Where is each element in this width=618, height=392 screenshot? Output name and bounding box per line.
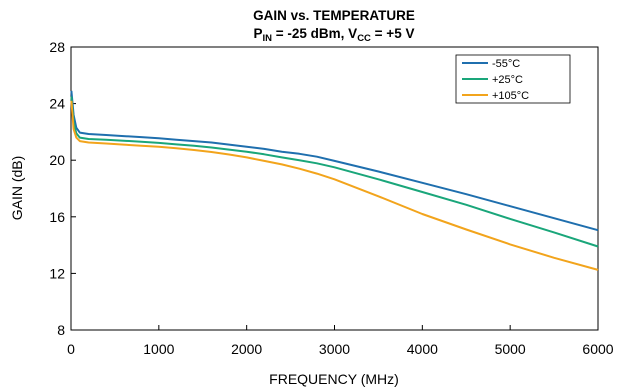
legend-label-minus55: -55°C [492,58,520,70]
legend-label-plus25: +25°C [492,74,523,86]
subtitle-v-sub: CC [357,33,371,44]
y-tick-label: 28 [49,39,65,55]
x-axis-label: FREQUENCY (MHz) [269,371,399,387]
series-line-plus25 [70,96,599,248]
y-tick-label: 16 [49,209,65,225]
y-tick-label: 12 [49,265,65,281]
legend-label-plus105: +105°C [492,90,529,102]
x-tick-label: 6000 [582,341,613,357]
x-tick-label: 3000 [319,341,350,357]
x-axis: 0 1000 2000 3000 4000 5000 6000 [67,325,614,357]
subtitle-p-sub: IN [263,33,273,44]
legend: -55°C +25°C +105°C [455,54,571,104]
y-tick-label: 8 [57,322,65,338]
x-tick-label: 5000 [495,341,526,357]
y-tick-label: 24 [49,96,65,112]
series-lines [70,90,599,271]
subtitle-p: P [254,26,263,41]
y-tick-label: 20 [49,152,65,168]
series-line-minus55 [70,90,599,232]
subtitle-v-value: = +5 V [371,26,415,41]
y-axis: 8 12 16 20 24 28 [49,39,76,338]
x-tick-label: 2000 [231,341,262,357]
chart-subtitle: PIN = -25 dBm, VCC = +5 V [254,26,415,44]
x-tick-label: 0 [67,341,75,357]
y-axis-label: GAIN (dB) [9,156,25,221]
chart-title: GAIN vs. TEMPERATURE [253,8,415,23]
subtitle-p-value: = -25 dBm, V [272,26,357,41]
x-tick-label: 4000 [407,341,438,357]
series-line-plus105 [70,100,599,271]
x-tick-label: 1000 [143,341,174,357]
